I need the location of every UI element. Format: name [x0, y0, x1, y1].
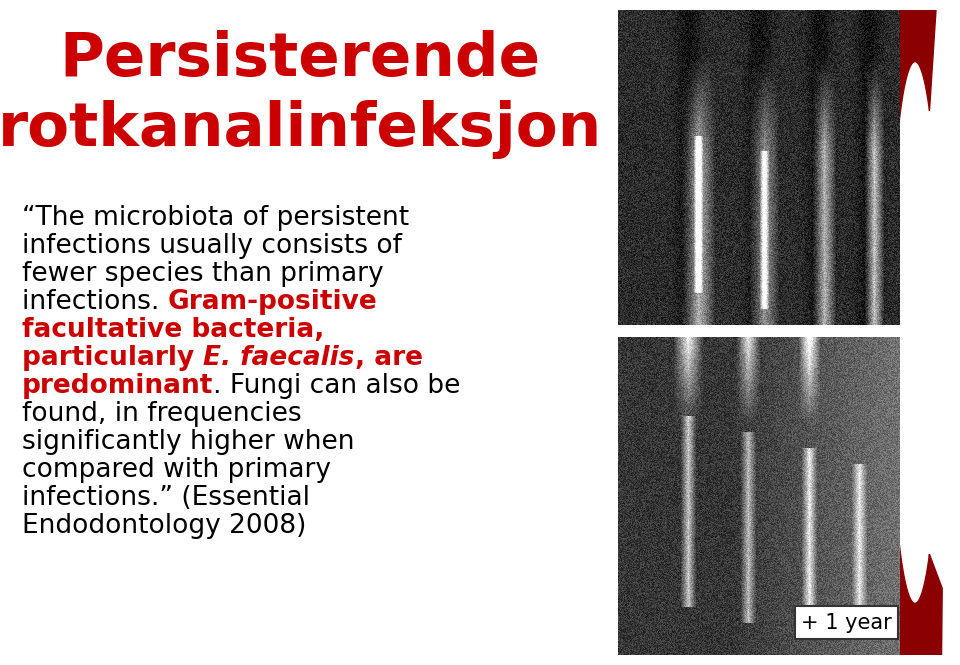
Text: + 1 year: + 1 year [801, 612, 892, 632]
Text: rotkanalinfeksjon: rotkanalinfeksjon [0, 100, 602, 159]
Text: infections.: infections. [22, 289, 168, 315]
Text: Endodontology 2008): Endodontology 2008) [22, 513, 306, 539]
Polygon shape [870, 0, 941, 665]
Text: infections usually consists of: infections usually consists of [22, 233, 402, 259]
Text: facultative bacteria,: facultative bacteria, [22, 317, 324, 343]
Text: found, in frequencies: found, in frequencies [22, 401, 301, 427]
Text: compared with primary: compared with primary [22, 457, 331, 483]
Text: “The microbiota of persistent: “The microbiota of persistent [22, 205, 409, 231]
Text: Persisterende: Persisterende [60, 30, 540, 89]
Text: , are: , are [355, 345, 422, 371]
Text: . Fungi can also be: . Fungi can also be [213, 373, 461, 399]
Text: particularly: particularly [22, 345, 204, 371]
Text: significantly higher when: significantly higher when [22, 429, 354, 455]
Text: Gram-positive: Gram-positive [168, 289, 377, 315]
Text: E. faecalis: E. faecalis [204, 345, 355, 371]
Polygon shape [929, 555, 942, 665]
Text: infections.” (Essential: infections.” (Essential [22, 485, 310, 511]
Text: predominant: predominant [22, 373, 213, 399]
Text: fewer species than primary: fewer species than primary [22, 261, 384, 287]
